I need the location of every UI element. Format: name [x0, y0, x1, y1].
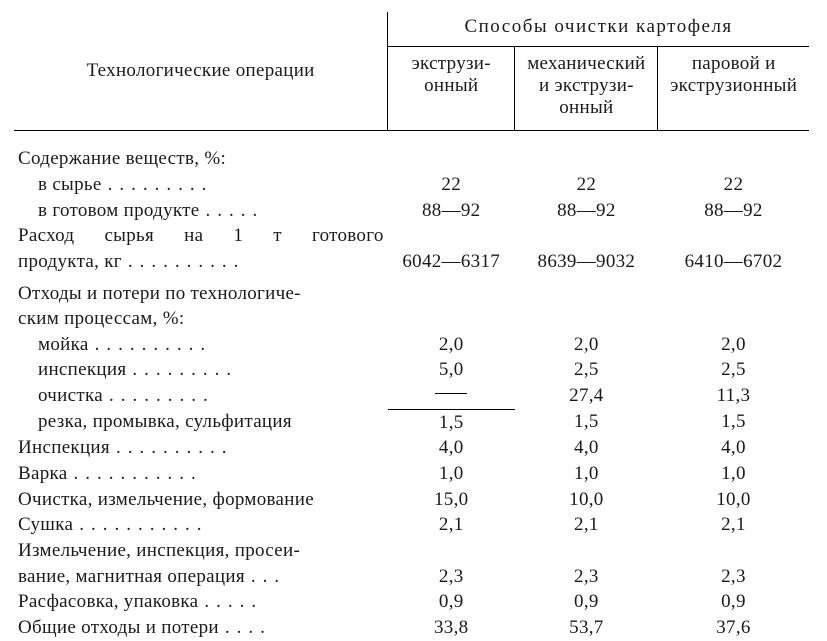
row-label: инспекция [38, 357, 126, 383]
cell-value: 33,8 [388, 615, 515, 641]
table-row: ским процессам, %: [14, 306, 809, 332]
row-label: Расфасовка, упаковка [18, 589, 198, 615]
row-label-line: Измельчение, инспекция, просеи- [14, 538, 388, 564]
row-label: Общие отходы и потери [18, 615, 219, 641]
cell-value: 0,9 [515, 589, 658, 615]
cell-value: 2,3 [515, 564, 658, 590]
leader-dots: ........... [73, 461, 383, 487]
cell-value: 1,5 [388, 409, 515, 435]
table-row: мойка .......... 2,0 2,0 2,0 [14, 332, 809, 358]
leader-dots: ........... [79, 512, 383, 538]
leader-dots: ......... [132, 357, 383, 383]
row-label-line: Расход сырья на 1 т готового [14, 223, 388, 249]
row-label: мойка [38, 332, 89, 358]
cell-value: 2,1 [658, 512, 809, 538]
row-label: в готовом продукте [38, 198, 200, 224]
leader-dots: ..... [206, 198, 384, 224]
cell-value: 2,5 [658, 357, 809, 383]
cell-value: 1,5 [658, 409, 809, 435]
row-label-line: Отходы и потери по технологиче- [14, 275, 388, 307]
row-label: Сушка [18, 512, 73, 538]
table-row: продукта, кг .......... 6042—6317 8639—9… [14, 249, 809, 275]
cell-value: 11,3 [658, 383, 809, 409]
table-row: в готовом продукте ..... 88—92 88—92 88—… [14, 198, 809, 224]
table-row: Отходы и потери по технологиче- [14, 275, 809, 307]
cell-value: 2,0 [515, 332, 658, 358]
cell-value: 22 [658, 172, 809, 198]
dash-icon [435, 393, 467, 394]
leader-dots: .......... [128, 249, 384, 275]
leader-dots: .......... [116, 435, 384, 461]
cell-value: 2,1 [515, 512, 658, 538]
table-row: инспекция ......... 5,0 2,5 2,5 [14, 357, 809, 383]
table-row: Расход сырья на 1 т готового [14, 223, 809, 249]
row-label: резка, промывка, сульфитация [14, 409, 388, 435]
leader-dots: ......... [109, 383, 384, 409]
cell-value: 2,0 [388, 332, 515, 358]
cell-value: 1,0 [388, 461, 515, 487]
cell-value: 37,6 [658, 615, 809, 641]
cell-value: 6042—6317 [388, 249, 515, 275]
table-row: Расфасовка, упаковка ..... 0,9 0,9 0,9 [14, 589, 809, 615]
section-title-contents: Содержание веществ, %: [14, 140, 809, 172]
row-label: Варка [18, 461, 67, 487]
row-label: в сырье [38, 172, 102, 198]
table-row: вание, магнитная операция ... 2,3 2,3 2,… [14, 564, 809, 590]
cell-value: 88—92 [388, 198, 515, 224]
cell-value: 4,0 [658, 435, 809, 461]
cell-value: 10,0 [658, 487, 809, 513]
leader-dots: ......... [108, 172, 384, 198]
cell-value: 5,0 [388, 357, 515, 383]
cell-value: 4,0 [515, 435, 658, 461]
table-row: Сушка ........... 2,1 2,1 2,1 [14, 512, 809, 538]
cell-value: 1,0 [515, 461, 658, 487]
row-label: Очистка, измельчение, формование [14, 487, 388, 513]
header-col-2: механическийи экструзи-онный [515, 46, 658, 130]
cell-value: 53,7 [515, 615, 658, 641]
operations-table: Технологические операции Способы очистки… [14, 12, 809, 641]
cell-value: 8639—9032 [515, 249, 658, 275]
cell-value: 88—92 [515, 198, 658, 224]
header-col-3: паровой иэкструзионный [658, 46, 809, 130]
table-row: Варка ........... 1,0 1,0 1,0 [14, 461, 809, 487]
header-super: Способы очистки картофеля [388, 12, 809, 46]
table-row: очистка ......... 27,4 11,3 [14, 383, 809, 409]
cell-value: 1,5 [515, 409, 658, 435]
table-row: Измельчение, инспекция, просеи- [14, 538, 809, 564]
table-row: Общие отходы и потери .... 33,8 53,7 37,… [14, 615, 809, 641]
cell-value: 15,0 [388, 487, 515, 513]
cell-value: 10,0 [515, 487, 658, 513]
table-row: Очистка, измельчение, формование 15,0 10… [14, 487, 809, 513]
cell-value: 6410—6702 [658, 249, 809, 275]
cell-value: 27,4 [515, 383, 658, 409]
cell-value: 0,9 [388, 589, 515, 615]
table-row: резка, промывка, сульфитация 1,5 1,5 1,5 [14, 409, 809, 435]
cell-value [388, 383, 515, 409]
table-row: в сырье ......... 22 22 22 [14, 172, 809, 198]
row-label-line: ским процессам, %: [14, 306, 388, 332]
cell-value: 2,5 [515, 357, 658, 383]
cell-value: 0,9 [658, 589, 809, 615]
leader-dots: ... [251, 564, 384, 590]
row-label: Инспекция [18, 435, 110, 461]
leader-dots: .... [225, 615, 384, 641]
header-col-1: экструзи-онный [388, 46, 515, 130]
table-row: Содержание веществ, %: [14, 140, 809, 172]
cell-value: 4,0 [388, 435, 515, 461]
cell-value: 22 [388, 172, 515, 198]
leader-dots: ..... [204, 589, 383, 615]
cell-value: 22 [515, 172, 658, 198]
cell-value: 88—92 [658, 198, 809, 224]
header-row-label: Технологические операции [14, 12, 388, 130]
row-label: продукта, кг [18, 249, 122, 275]
cell-value: 2,0 [658, 332, 809, 358]
leader-dots: .......... [95, 332, 384, 358]
cell-value: 2,3 [388, 564, 515, 590]
cell-value: 1,0 [658, 461, 809, 487]
cell-value: 2,1 [388, 512, 515, 538]
row-label: вание, магнитная операция [18, 564, 245, 590]
cell-value: 2,3 [658, 564, 809, 590]
row-label: очистка [38, 383, 103, 409]
table-row: Инспекция .......... 4,0 4,0 4,0 [14, 435, 809, 461]
